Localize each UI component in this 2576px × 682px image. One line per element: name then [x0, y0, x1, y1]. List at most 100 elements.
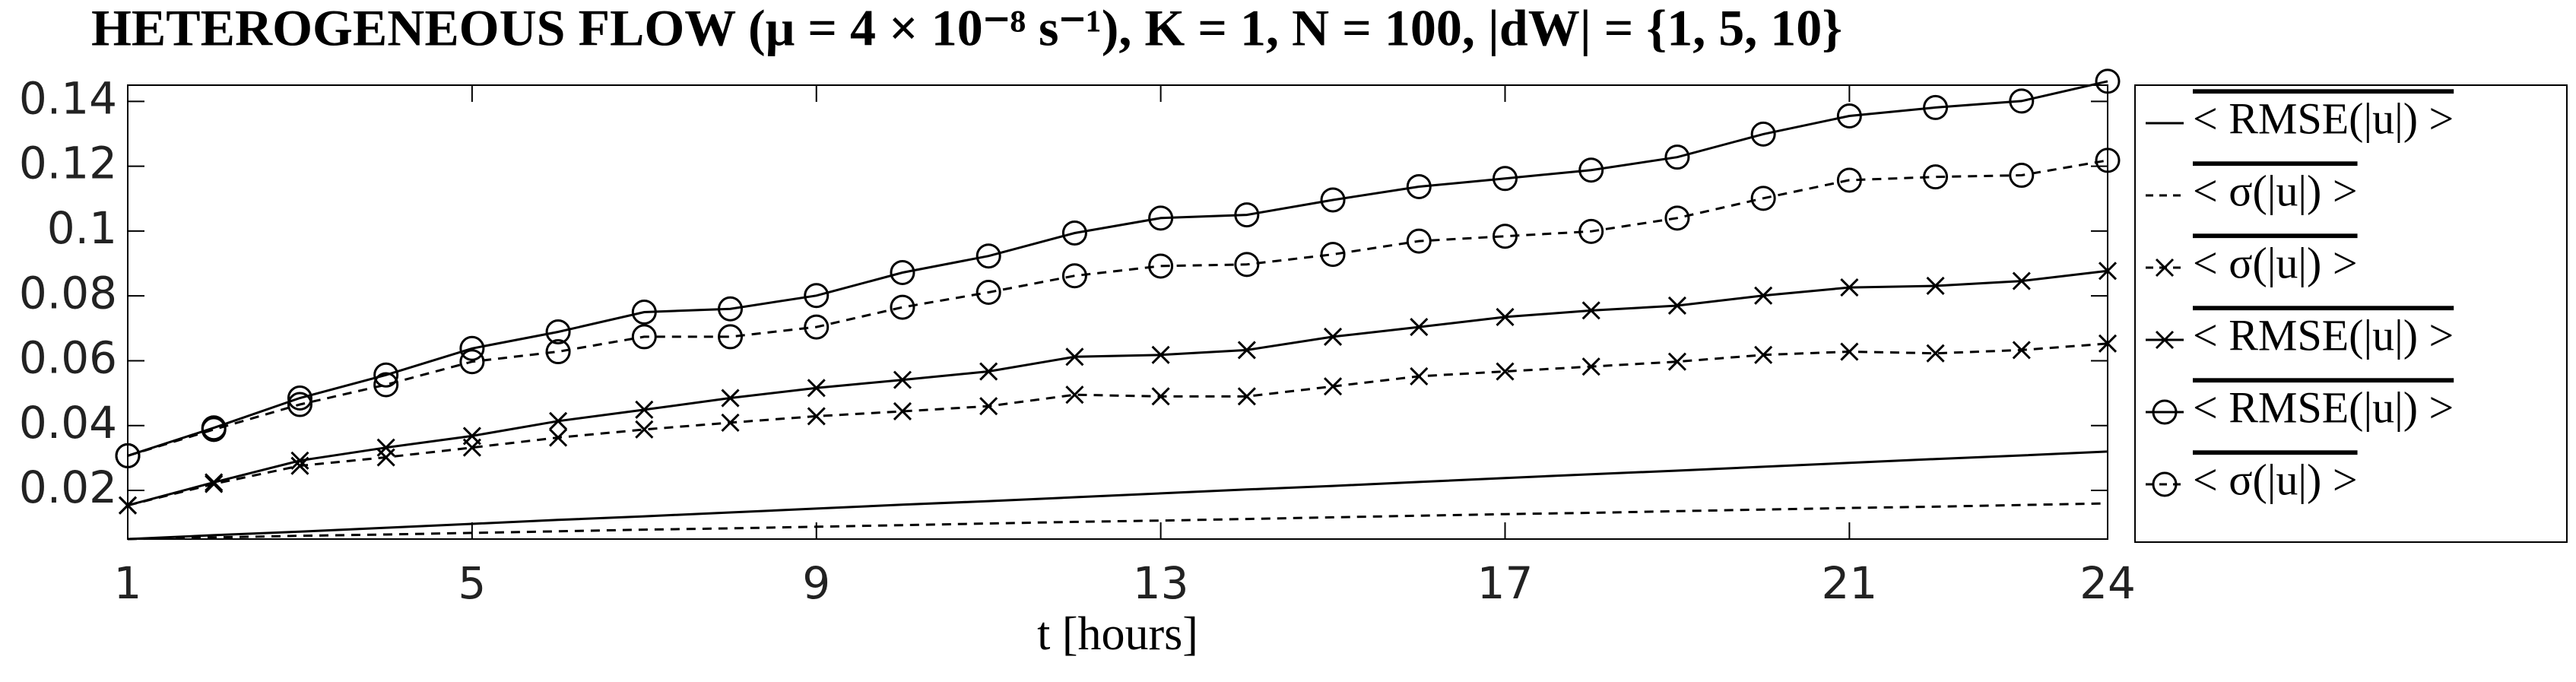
marker [201, 417, 227, 443]
marker [2155, 330, 2175, 350]
marker [1496, 362, 1515, 381]
marker [545, 319, 571, 345]
marker [2155, 258, 2175, 278]
marker [1410, 318, 1429, 337]
legend-frame [2134, 84, 2568, 543]
x-tick-label: 13 [1133, 557, 1189, 609]
marker [2009, 163, 2035, 189]
marker [1492, 166, 1518, 192]
y-tick-label: 0.1 [47, 202, 117, 254]
legend-label: < RMSE(|u|) > [2193, 382, 2454, 432]
x-tick-label: 24 [2080, 557, 2136, 609]
marker [721, 389, 740, 408]
marker [1410, 366, 1429, 385]
marker [1496, 307, 1515, 326]
marker [205, 474, 224, 493]
marker [287, 385, 312, 411]
x-tick-label: 5 [458, 557, 486, 609]
marker [118, 496, 138, 515]
legend-label: < σ(|u|) > [2193, 238, 2358, 287]
marker [459, 349, 485, 375]
marker [1667, 296, 1686, 316]
marker [2098, 334, 2118, 353]
marker [1840, 278, 1859, 297]
x-tick-label: 9 [802, 557, 830, 609]
x-tick-label: 21 [1821, 557, 1877, 609]
legend-label: < σ(|u|) > [2193, 166, 2358, 215]
marker [1754, 345, 1773, 364]
marker [373, 372, 399, 398]
marker [376, 438, 395, 457]
marker [635, 400, 654, 419]
marker [549, 411, 568, 430]
marker [718, 324, 744, 350]
marker [2012, 271, 2031, 290]
legend-label: < RMSE(|u|) > [2193, 310, 2454, 360]
y-tick-label: 0.08 [19, 267, 117, 319]
marker [890, 259, 915, 285]
marker [1065, 385, 1084, 404]
marker [893, 401, 912, 421]
marker [979, 397, 998, 416]
marker [1926, 344, 1945, 363]
marker [2009, 88, 2035, 114]
marker [1406, 228, 1432, 254]
marker [1667, 352, 1686, 371]
marker [2098, 262, 2118, 281]
series-line [127, 80, 2108, 457]
marker [721, 413, 740, 432]
marker [1754, 286, 1773, 305]
plot-frame [127, 84, 2108, 540]
marker [1492, 224, 1518, 249]
marker [545, 339, 571, 365]
marker [2095, 68, 2121, 94]
marker [1237, 387, 1256, 406]
marker [1923, 94, 1949, 120]
marker [205, 473, 224, 492]
marker [1836, 103, 1862, 129]
marker [807, 379, 826, 398]
marker [1581, 301, 1600, 320]
y-tick-label: 0.02 [19, 462, 117, 513]
marker [1578, 218, 1604, 244]
marker [1237, 341, 1256, 360]
marker [1750, 121, 1776, 147]
marker [718, 296, 744, 322]
marker [549, 428, 568, 447]
marker [1750, 186, 1776, 211]
x-tick-label: 1 [114, 557, 142, 609]
y-tick-label: 0.14 [19, 72, 117, 124]
marker [1061, 263, 1087, 289]
y-tick-label: 0.12 [19, 138, 117, 189]
marker [893, 370, 912, 389]
marker [804, 314, 830, 340]
marker [976, 279, 1001, 305]
marker [1840, 342, 1859, 361]
series-line [127, 269, 2108, 507]
marker [1148, 253, 1174, 279]
marker [890, 294, 915, 320]
series-line [127, 450, 2108, 541]
marker [459, 335, 485, 361]
y-tick-label: 0.06 [19, 332, 117, 384]
y-tick-label: 0.04 [19, 397, 117, 449]
marker [1234, 252, 1260, 278]
marker [1061, 220, 1087, 246]
marker [2152, 399, 2178, 425]
marker [1323, 377, 1343, 396]
marker [807, 407, 826, 426]
marker [631, 324, 657, 350]
marker [979, 362, 998, 381]
marker [1406, 173, 1432, 199]
marker [804, 283, 830, 309]
marker [1151, 387, 1170, 406]
series-line [127, 159, 2108, 457]
marker [1320, 187, 1346, 213]
series-line [127, 342, 2108, 507]
marker [1923, 164, 1949, 190]
marker [976, 243, 1001, 269]
marker [287, 392, 312, 417]
marker [1323, 327, 1343, 346]
marker [373, 362, 399, 388]
